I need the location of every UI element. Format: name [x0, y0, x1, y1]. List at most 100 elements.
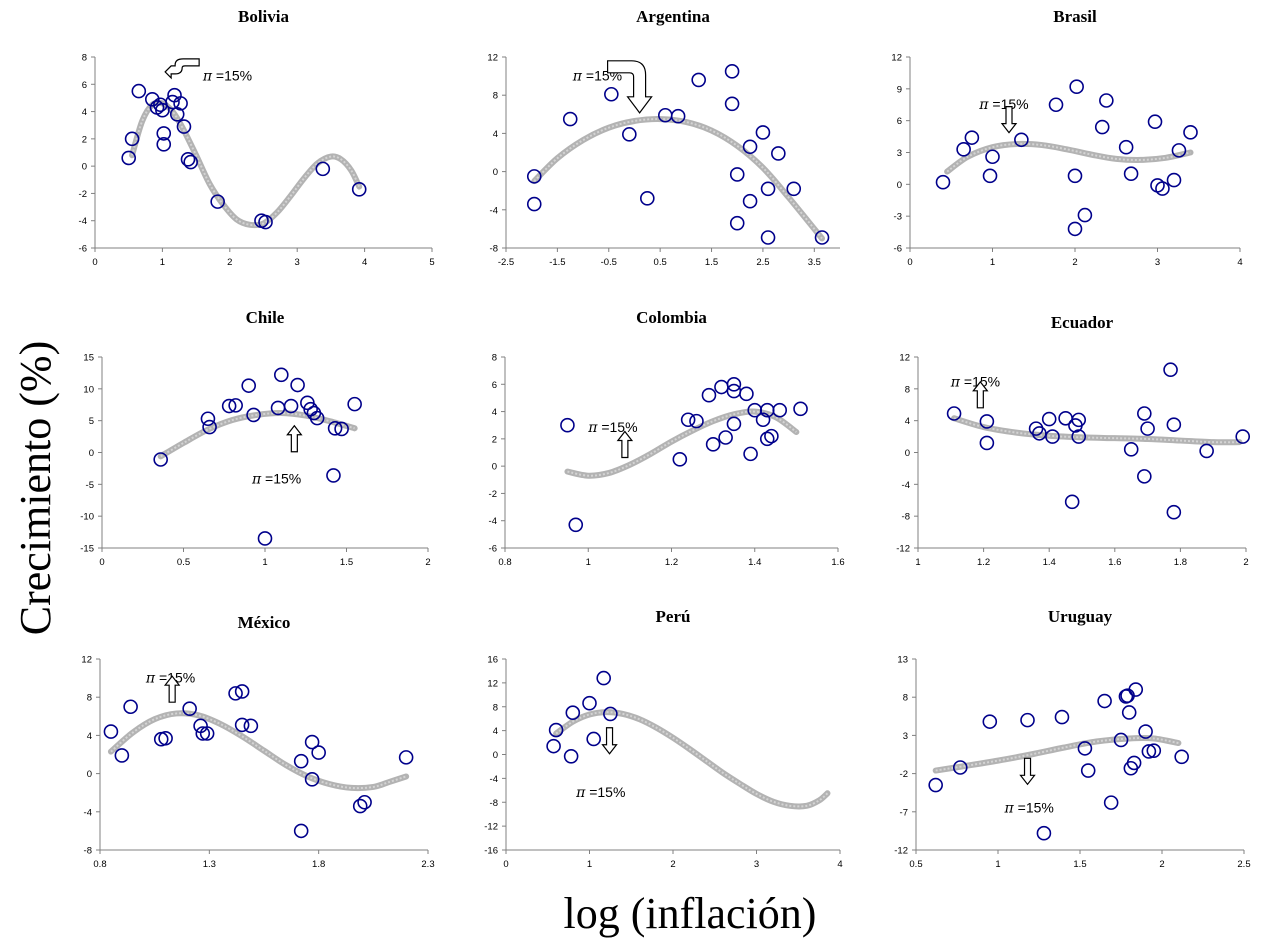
y-axis-label: Crecimiento (%)	[11, 341, 60, 635]
y-tick-label: 0	[905, 448, 910, 459]
y-tick-label: -2	[489, 489, 497, 500]
data-point	[1067, 221, 1083, 237]
data-point	[304, 734, 320, 750]
annotation-arrow-icon	[1019, 757, 1036, 786]
data-point	[156, 137, 172, 152]
x-tick-label: 0	[92, 257, 97, 268]
x-tick-label: 3	[1155, 257, 1160, 268]
x-tick-label: 4	[837, 859, 842, 870]
data-point	[309, 410, 325, 426]
data-point	[257, 531, 273, 546]
x-axis-label: log (inflación)	[564, 889, 817, 938]
data-point	[680, 412, 696, 428]
data-point	[114, 748, 130, 763]
data-point	[158, 730, 173, 746]
data-point	[1080, 763, 1096, 778]
x-tick-label: 4	[1237, 257, 1242, 268]
data-point	[755, 412, 771, 428]
data-point	[724, 96, 740, 112]
x-tick-label: 1	[160, 257, 165, 268]
fit-curve	[531, 116, 826, 242]
data-point	[622, 127, 637, 142]
data-point	[1064, 494, 1080, 510]
data-point	[221, 398, 237, 414]
y-tick-label: -16	[484, 846, 498, 857]
data-point	[689, 413, 704, 429]
panel-title: Argentina	[636, 7, 710, 26]
y-tick-label: 6	[492, 380, 497, 391]
y-tick-label: 8	[903, 693, 908, 704]
y-tick-label: -3	[894, 212, 902, 223]
panel-bolivia: Bolivia -6 -4 -2 0 2 4 6 8 0 1 2 3 4 5 π =15%	[79, 7, 435, 268]
data-point	[210, 194, 225, 209]
y-tick-label: 3	[897, 148, 902, 159]
data-point	[327, 421, 343, 436]
y-tick-label: 4	[905, 416, 910, 427]
data-point	[603, 706, 618, 722]
data-point	[1054, 709, 1070, 725]
data-point	[347, 396, 362, 412]
y-tick-label: -4	[84, 807, 92, 818]
data-point	[672, 452, 688, 467]
data-point	[586, 731, 601, 747]
data-point	[293, 753, 309, 769]
data-point	[759, 431, 775, 447]
y-tick-label: -4	[79, 216, 87, 227]
data-point	[760, 230, 776, 245]
annotation-arrow-icon	[972, 380, 989, 409]
panel-mexico: México -8 -4 0 4 8 12 0.8 1.3 1.8 2.3 π =15%	[81, 613, 434, 870]
panel-colombia: Colombia -6 -4 -2 0 2 4 6 8 0.8 1 1.2 1.4 1.6 π =15%	[489, 308, 845, 568]
data-point	[124, 131, 140, 147]
y-tick-label: 8	[493, 91, 498, 102]
data-point	[243, 718, 259, 734]
x-tick-label: 1.2	[665, 557, 678, 568]
y-tick-label: -2	[79, 189, 87, 200]
x-tick-label: 1.3	[203, 859, 216, 870]
y-tick-label: 12	[487, 53, 498, 64]
data-point	[1094, 119, 1110, 135]
data-point	[1140, 421, 1155, 436]
data-point	[290, 377, 305, 393]
inflation-annotation: π =15%	[587, 419, 637, 436]
data-point	[1071, 429, 1087, 444]
y-tick-label: 4	[493, 129, 498, 140]
y-tick-label: -8	[490, 244, 498, 255]
y-tick-label: -10	[80, 512, 94, 523]
data-point	[398, 750, 414, 765]
inflation-annotation: π =15%	[251, 471, 301, 488]
panel-ecuador: Ecuador -12 -8 -4 0 4 8 12 1 1.2 1.4 1.6 1.8 2 π =15%	[896, 313, 1251, 568]
data-point	[1163, 362, 1178, 378]
inflation-annotation: π =15%	[950, 373, 1000, 390]
x-tick-label: -1.5	[549, 257, 565, 268]
data-point	[1103, 795, 1119, 810]
data-point	[985, 149, 1000, 165]
y-tick-label: 2	[492, 434, 497, 445]
data-point	[153, 452, 168, 467]
data-point	[1077, 207, 1093, 223]
y-tick-label: 9	[897, 84, 902, 95]
data-point	[234, 684, 250, 699]
data-point	[760, 181, 776, 197]
x-tick-label: 1.5	[705, 257, 718, 268]
fit-curve	[944, 140, 1194, 175]
data-point	[1147, 114, 1163, 130]
y-tick-label: 10	[83, 384, 94, 395]
data-point	[560, 417, 575, 433]
x-tick-label: 3.5	[808, 257, 821, 268]
x-tick-label: 1	[915, 557, 920, 568]
data-point	[562, 111, 578, 127]
data-point	[144, 91, 160, 107]
data-point	[246, 407, 261, 423]
data-point	[928, 777, 943, 793]
annotation-arrow-icon	[607, 60, 653, 114]
fit-curve	[129, 99, 363, 229]
data-point	[771, 146, 786, 161]
fit-curve-texture	[131, 101, 361, 227]
panel-title: Colombia	[636, 308, 707, 327]
data-point	[952, 760, 968, 775]
y-tick-label: -8	[84, 846, 92, 857]
data-point	[180, 152, 196, 167]
y-tick-label: -4	[490, 205, 498, 216]
x-tick-label: 5	[429, 257, 434, 268]
